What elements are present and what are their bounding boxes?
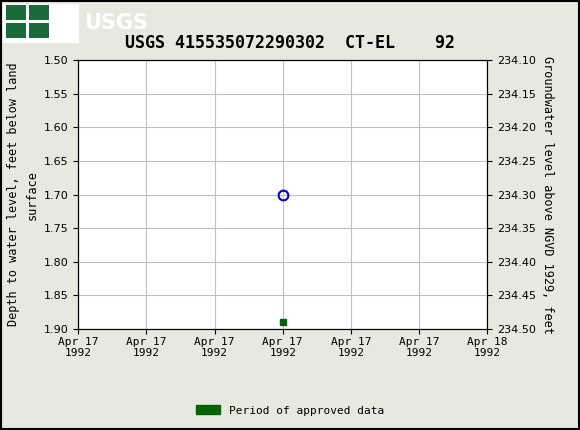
Text: USGS: USGS bbox=[84, 12, 148, 33]
Bar bbox=[6, 4, 26, 20]
Bar bbox=[29, 4, 49, 20]
Bar bbox=[3, 3, 78, 42]
Y-axis label: Groundwater level above NGVD 1929, feet: Groundwater level above NGVD 1929, feet bbox=[542, 55, 554, 334]
Bar bbox=[29, 22, 49, 38]
Bar bbox=[6, 22, 26, 38]
Text: USGS 415535072290302  CT-EL    92: USGS 415535072290302 CT-EL 92 bbox=[125, 34, 455, 52]
Y-axis label: Depth to water level, feet below land
surface: Depth to water level, feet below land su… bbox=[8, 63, 38, 326]
Legend: Period of approved data: Period of approved data bbox=[191, 401, 389, 420]
